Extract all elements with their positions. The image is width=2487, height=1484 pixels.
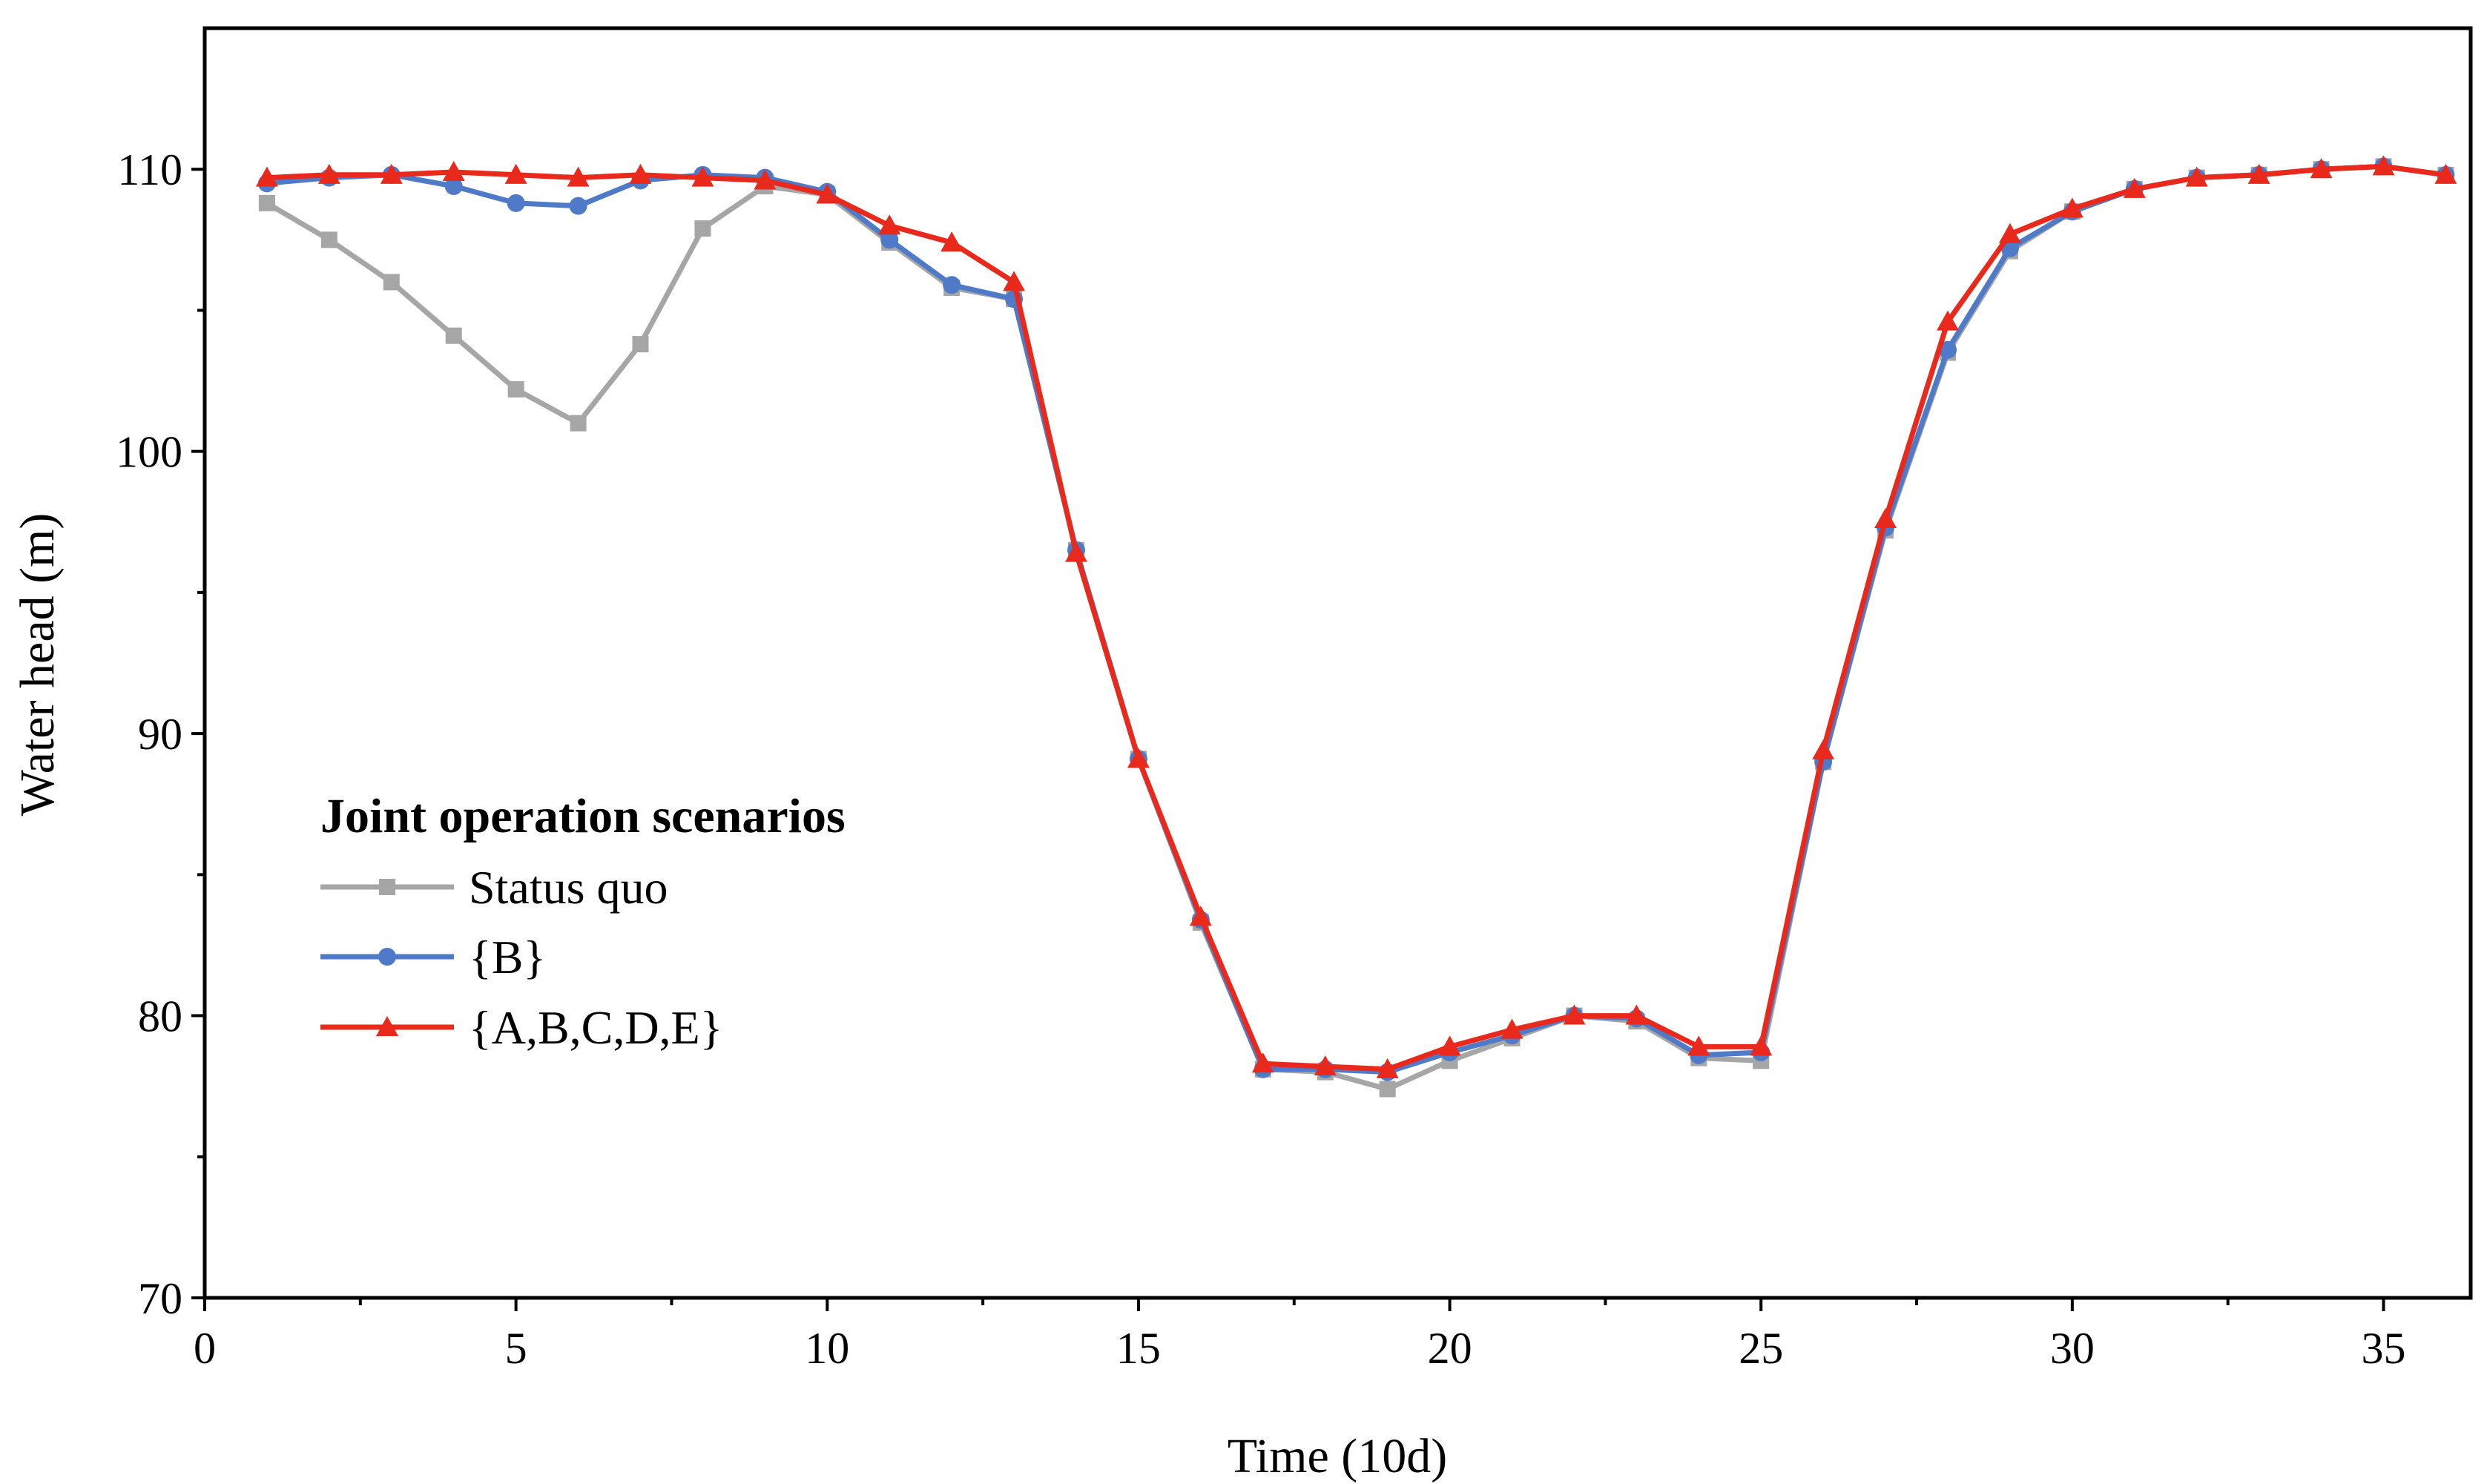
- x-tick-label: 5: [505, 1324, 527, 1373]
- data-point: [258, 194, 275, 211]
- series-layer: [255, 155, 2457, 1098]
- x-tick-label: 20: [1428, 1324, 1472, 1373]
- data-point: [444, 177, 463, 196]
- data-point: [1750, 1035, 1773, 1056]
- legend-label: {B}: [469, 931, 546, 983]
- data-point: [2434, 163, 2457, 184]
- data-point: [632, 336, 649, 353]
- data-point: [1874, 507, 1897, 528]
- data-point: [1812, 739, 1835, 759]
- data-point: [816, 183, 839, 204]
- data-point: [880, 231, 899, 249]
- legend-swatch-marker: [376, 1016, 398, 1036]
- data-point: [504, 163, 527, 184]
- x-tick-label: 35: [2362, 1324, 2406, 1373]
- data-point: [507, 380, 524, 398]
- legend-item-0: Status quo: [320, 861, 668, 914]
- data-point: [1189, 906, 1212, 926]
- legend-items: Status quo {B} {A,B,C,D,E}: [320, 861, 722, 1054]
- data-point: [691, 166, 714, 187]
- legend-label: Status quo: [469, 861, 668, 914]
- data-point: [1625, 1004, 1648, 1025]
- data-point: [1379, 1081, 1396, 1098]
- data-point: [445, 327, 462, 344]
- x-tick-label: 30: [2050, 1324, 2095, 1373]
- y-tick-label: 80: [138, 992, 182, 1041]
- data-point: [2247, 163, 2270, 184]
- legend-item-1: {B}: [320, 931, 546, 983]
- y-tick-label: 110: [117, 145, 182, 194]
- y-tick-label: 100: [116, 428, 182, 477]
- legend-swatch-marker: [379, 879, 395, 895]
- data-point: [569, 197, 587, 215]
- data-point: [317, 163, 340, 184]
- legend: Joint operation scenarios Status quo {B} {…: [320, 789, 846, 1054]
- axes-layer: 0 5 10 15 20 25 30 35 70 80 90 100 110: [116, 145, 2406, 1373]
- data-point: [383, 274, 400, 291]
- data-point: [1687, 1035, 1710, 1056]
- data-point: [570, 415, 587, 432]
- data-point: [1438, 1035, 1461, 1056]
- x-tick-label: 0: [194, 1324, 216, 1373]
- x-axis-label: Time (10d): [1228, 1429, 1447, 1483]
- y-axis-label: Water head (m): [10, 513, 65, 817]
- data-point: [2185, 166, 2208, 187]
- data-point: [754, 169, 777, 190]
- legend-swatch-marker: [378, 948, 396, 966]
- legend-item-2: {A,B,C,D,E}: [320, 1001, 722, 1054]
- data-point: [1939, 340, 1957, 359]
- series-line: [266, 163, 2446, 1072]
- data-point: [2061, 197, 2084, 218]
- data-point: [1937, 310, 1959, 331]
- data-point: [941, 231, 963, 252]
- data-point: [567, 166, 590, 187]
- data-point: [1501, 1018, 1524, 1039]
- data-point: [1314, 1055, 1337, 1076]
- data-point: [2123, 177, 2146, 198]
- data-point: [694, 220, 711, 237]
- data-point: [380, 163, 403, 184]
- data-point: [1003, 271, 1026, 291]
- data-point: [2310, 158, 2333, 179]
- data-point: [320, 231, 337, 248]
- data-point: [255, 166, 278, 187]
- series-2: [255, 155, 2457, 1078]
- x-tick-label: 10: [805, 1324, 849, 1373]
- y-tick-label: 90: [138, 710, 182, 759]
- data-point: [442, 161, 465, 182]
- x-tick-label: 15: [1116, 1324, 1161, 1373]
- data-point: [878, 214, 901, 235]
- data-point: [1251, 1052, 1274, 1073]
- data-point: [943, 276, 961, 294]
- data-point: [1998, 222, 2021, 243]
- legend-label: {A,B,C,D,E}: [469, 1001, 722, 1054]
- data-point: [1376, 1058, 1399, 1078]
- plot-frame: [202, 26, 2473, 1300]
- x-tick-label: 25: [1739, 1324, 1783, 1373]
- data-point: [1127, 748, 1150, 768]
- y-tick-label: 70: [138, 1274, 182, 1323]
- data-point: [507, 194, 525, 212]
- data-point: [1563, 1004, 1586, 1025]
- data-point: [1065, 541, 1087, 562]
- data-point: [2372, 155, 2395, 176]
- data-point: [629, 163, 652, 184]
- legend-title: Joint operation scenarios: [320, 789, 846, 843]
